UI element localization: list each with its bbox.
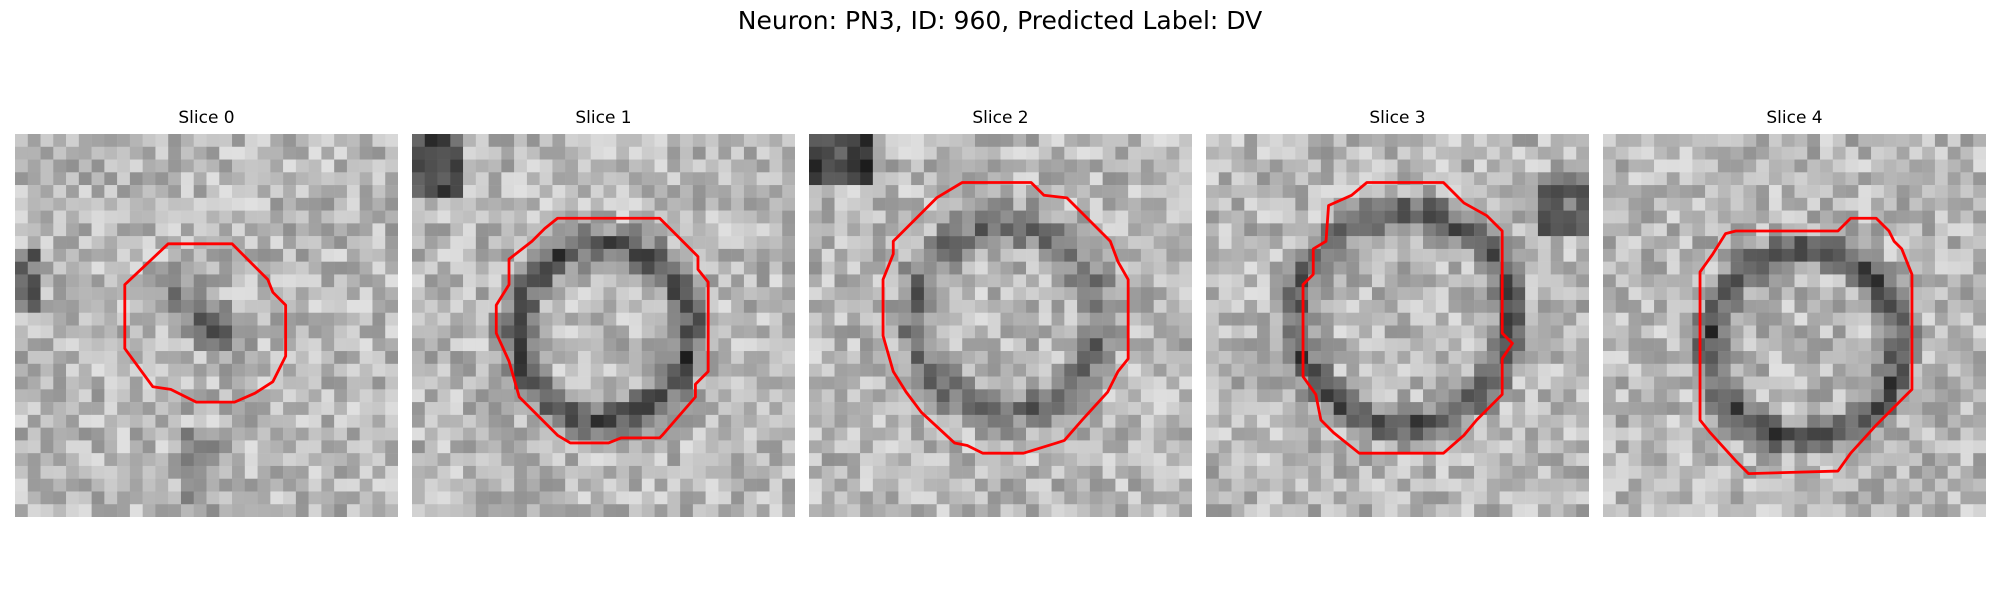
pixel-grid xyxy=(15,134,398,517)
figure-title: Neuron: PN3, ID: 960, Predicted Label: D… xyxy=(737,6,1263,35)
pixel-grid xyxy=(1603,134,1986,517)
slice-image xyxy=(1206,134,1589,517)
slice-title: Slice 0 xyxy=(178,108,235,128)
slice-image xyxy=(15,134,398,517)
segmentation-contour xyxy=(123,242,288,404)
segmentation-contour xyxy=(881,181,1130,455)
slice-title: Slice 2 xyxy=(972,108,1029,128)
segmentation-contour xyxy=(1698,216,1914,475)
slice-title: Slice 3 xyxy=(1369,108,1426,128)
slice-image xyxy=(809,134,1192,517)
slice-title: Slice 4 xyxy=(1766,108,1823,128)
slice-image xyxy=(412,134,795,517)
segmentation-contour xyxy=(494,216,710,445)
slice-title: Slice 1 xyxy=(575,108,632,128)
pixel-grid xyxy=(412,134,795,517)
segmentation-contour xyxy=(1301,181,1514,455)
slice-image xyxy=(1603,134,1986,517)
pixel-grid xyxy=(809,134,1192,517)
pixel-grid xyxy=(1206,134,1589,517)
